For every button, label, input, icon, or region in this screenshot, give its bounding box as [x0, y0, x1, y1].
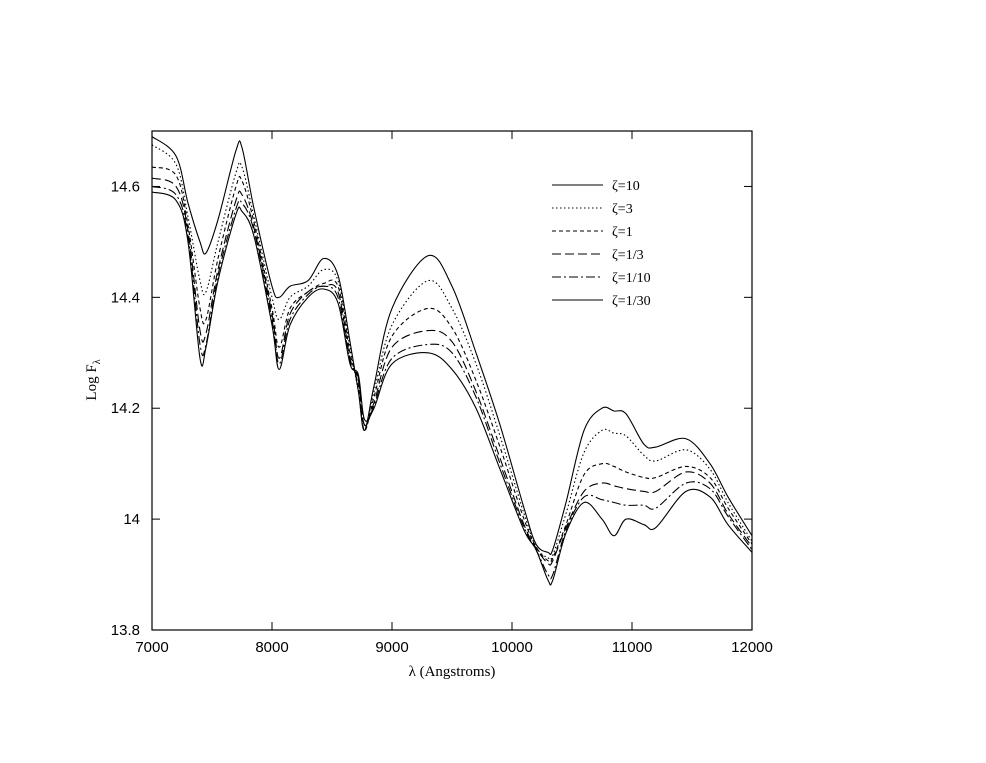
legend-label: ζ=1/3: [612, 248, 644, 263]
series-line-2: [151, 166, 753, 563]
x-tick-label: 11000: [612, 639, 653, 656]
axis-ticks: [151, 131, 753, 631]
x-axis-label: λ (Angstroms): [409, 664, 496, 680]
legend-label: ζ=1/10: [612, 271, 651, 286]
y-axis-label-main: Log F: [84, 364, 100, 400]
series-line-0: [151, 136, 753, 556]
legend-label: ζ=1: [612, 225, 633, 240]
x-tick-label: 9000: [375, 639, 408, 656]
series-line-3: [151, 177, 753, 566]
series-line-4: [151, 185, 753, 580]
y-tick-label: 13.8: [111, 622, 140, 639]
series-group: [151, 136, 753, 586]
y-tick-label: 14: [123, 511, 140, 528]
y-tick-label: 14.4: [111, 289, 140, 306]
legend-label: ζ=10: [612, 179, 640, 194]
plot-frame: [151, 130, 753, 631]
x-tick-label: 8000: [255, 639, 288, 656]
x-tick-label: 10000: [491, 639, 533, 656]
legend-label: ζ=3: [612, 202, 633, 217]
y-axis-label-subscript: λ: [92, 359, 103, 364]
x-tick-label: 7000: [135, 639, 168, 656]
axis-tick-labels: 7000 8000 9000 10000 11000 12000 13.8 14 14.2 14.…: [111, 178, 773, 656]
y-axis-label: Log Fλ: [84, 359, 103, 400]
series-line-1: [151, 144, 753, 561]
x-tick-label: 12000: [731, 639, 773, 656]
legend: ζ=10 ζ=3 ζ=1 ζ=1/3 ζ=1/10 ζ=1/30: [552, 179, 651, 309]
series-line-5: [151, 191, 753, 586]
y-tick-label: 14.6: [111, 178, 140, 195]
legend-label: ζ=1/30: [612, 294, 651, 309]
y-tick-label: 14.2: [111, 400, 140, 417]
